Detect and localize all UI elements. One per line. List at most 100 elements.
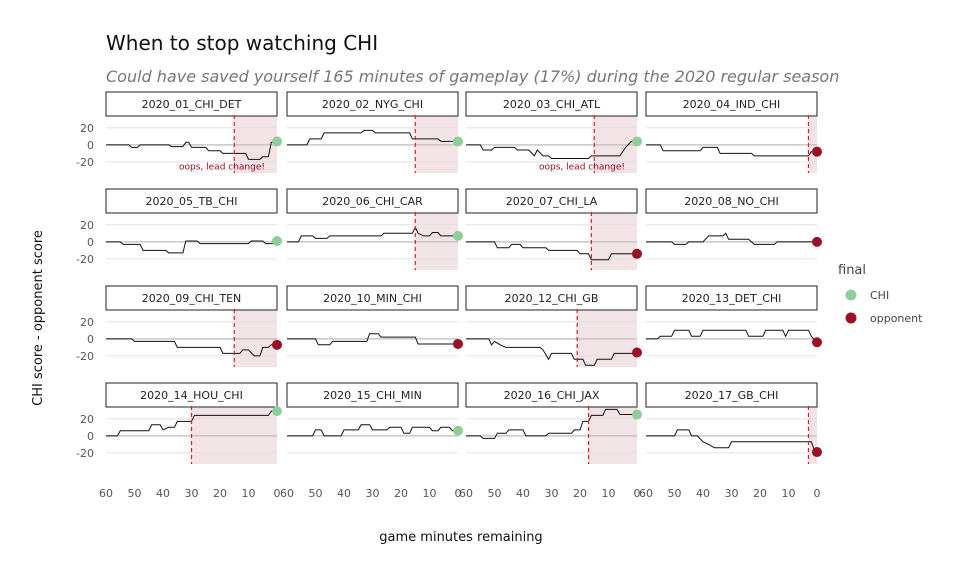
legend-title: final (838, 263, 866, 278)
x-tick-label: 30 (366, 487, 380, 500)
x-tick-label: 60 (639, 487, 653, 500)
saved-time-shade (415, 212, 458, 270)
x-tick-label: 30 (725, 487, 739, 500)
score-diff-line (646, 429, 818, 453)
panel-2020_13_DET_CHI: 2020_13_DET_CHI (645, 285, 822, 357)
x-tick-label: 10 (602, 487, 616, 500)
final-score-dot (812, 236, 822, 247)
score-diff-line (466, 241, 637, 261)
strip-label: 2020_08_NO_CHI (684, 195, 779, 208)
x-axis-ticks: 60 50 40 30 20 10 0 60 50 40 30 20 10 060 50 40 30 20 10 06… (99, 487, 821, 500)
strip-label: 2020_06_CHI_CAR (322, 195, 423, 208)
x-tick-label: 50 (128, 487, 142, 500)
panel-2020_12_CHI_GB: 2020_12_CHI_GB (465, 285, 642, 367)
final-score-dot (453, 136, 463, 147)
strip-box (105, 285, 278, 311)
strip-label: 2020_04_IND_CHI (683, 98, 781, 111)
score-diff-line (287, 333, 458, 346)
y-tick-label: 0 (87, 333, 94, 346)
x-tick-label: 0 (634, 487, 641, 500)
x-tick-label: 40 (337, 487, 351, 500)
y-tick-label: 20 (80, 316, 94, 329)
legend: final CHI opponent (838, 263, 923, 325)
y-tick-label: -20 (76, 156, 94, 169)
strip-box (645, 285, 818, 311)
strip-label: 2020_13_DET_CHI (682, 292, 782, 305)
x-tick-label: 30 (185, 487, 199, 500)
lead-change-annotation: oops, lead change! (539, 163, 625, 173)
strip-label: 2020_02_NYG_CHI (322, 98, 423, 111)
y-tick-label: 20 (80, 122, 94, 135)
final-score-dot (812, 447, 822, 458)
x-tick-label: 50 (488, 487, 502, 500)
x-axis-label: game minutes remaining (379, 530, 542, 545)
panel-2020_03_CHI_ATL: 2020_03_CHI_ATL oops, lead change! (465, 91, 642, 173)
score-diff-line (646, 232, 817, 245)
final-score-dot (272, 136, 282, 147)
strip-label: 2020_10_MIN_CHI (323, 292, 422, 305)
saved-time-shade (234, 309, 277, 367)
panel-2020_06_CHI_CAR: 2020_06_CHI_CAR (286, 188, 463, 270)
final-score-dot (272, 236, 282, 246)
x-tick-label: 50 (309, 487, 323, 500)
saved-time-shade (577, 309, 637, 367)
panel-2020_05_TB_CHI: 2020_05_TB_CHI 20 0 -20 (76, 188, 282, 266)
score-diff-line (466, 140, 637, 159)
strip-box (645, 188, 818, 214)
panel-2020_08_NO_CHI: 2020_08_NO_CHI (645, 188, 822, 260)
chart-title: When to stop watching CHI (106, 31, 378, 55)
panel-2020_04_IND_CHI: 2020_04_IND_CHI (645, 91, 822, 173)
strip-box (645, 382, 818, 408)
x-tick-label: 0 (814, 487, 821, 500)
x-tick-label: 20 (753, 487, 767, 500)
legend-label-chi: CHI (870, 289, 889, 302)
saved-time-shade (594, 115, 637, 173)
final-score-dot (272, 339, 282, 350)
x-tick-label: 60 (459, 487, 473, 500)
saved-time-shade (808, 406, 817, 464)
strip-box (465, 285, 638, 311)
y-tick-label: 0 (87, 430, 94, 443)
strip-box (286, 188, 459, 214)
strip-box (286, 382, 459, 408)
x-tick-label: 30 (545, 487, 559, 500)
final-score-dot (632, 409, 642, 420)
strip-label: 2020_14_HOU_CHI (140, 389, 243, 402)
strip-box (105, 382, 278, 408)
x-tick-label: 40 (696, 487, 710, 500)
strip-label: 2020_17_GB_CHI (685, 389, 779, 402)
y-axis-label: CHI score - opponent score (31, 230, 46, 406)
score-diff-line (646, 329, 818, 343)
saved-time-shade (415, 115, 458, 173)
strip-label: 2020_16_CHI_JAX (504, 389, 600, 402)
y-tick-label: 20 (80, 413, 94, 426)
score-diff-line (287, 424, 458, 437)
chart-subtitle: Could have saved yourself 165 minutes of… (106, 67, 839, 86)
score-diff-line (466, 338, 637, 366)
y-tick-label: 20 (80, 219, 94, 232)
legend-swatch-opponent (845, 312, 857, 324)
score-diff-line (646, 144, 817, 157)
y-tick-label: 0 (87, 139, 94, 152)
panel-2020_17_GB_CHI: 2020_17_GB_CHI (645, 382, 822, 464)
x-tick-label: 40 (156, 487, 170, 500)
strip-box (465, 91, 638, 117)
saved-time-shade (234, 115, 277, 173)
final-score-dot (272, 406, 282, 417)
strip-box (286, 285, 459, 311)
final-score-dot (632, 136, 642, 147)
x-tick-label: 20 (394, 487, 408, 500)
x-tick-label: 20 (573, 487, 587, 500)
panel-2020_07_CHI_LA: 2020_07_CHI_LA (465, 188, 642, 270)
strip-label: 2020_05_TB_CHI (146, 195, 238, 208)
strip-box (645, 91, 818, 117)
strip-box (465, 382, 638, 408)
y-tick-label: 0 (87, 236, 94, 249)
strip-box (105, 188, 278, 214)
strip-label: 2020_09_CHI_TEN (142, 292, 242, 305)
legend-swatch-chi (845, 289, 857, 301)
x-tick-label: 10 (782, 487, 796, 500)
y-tick-label: -20 (76, 447, 94, 460)
strip-label: 2020_03_CHI_ATL (503, 98, 601, 111)
score-diff-line (106, 410, 277, 437)
